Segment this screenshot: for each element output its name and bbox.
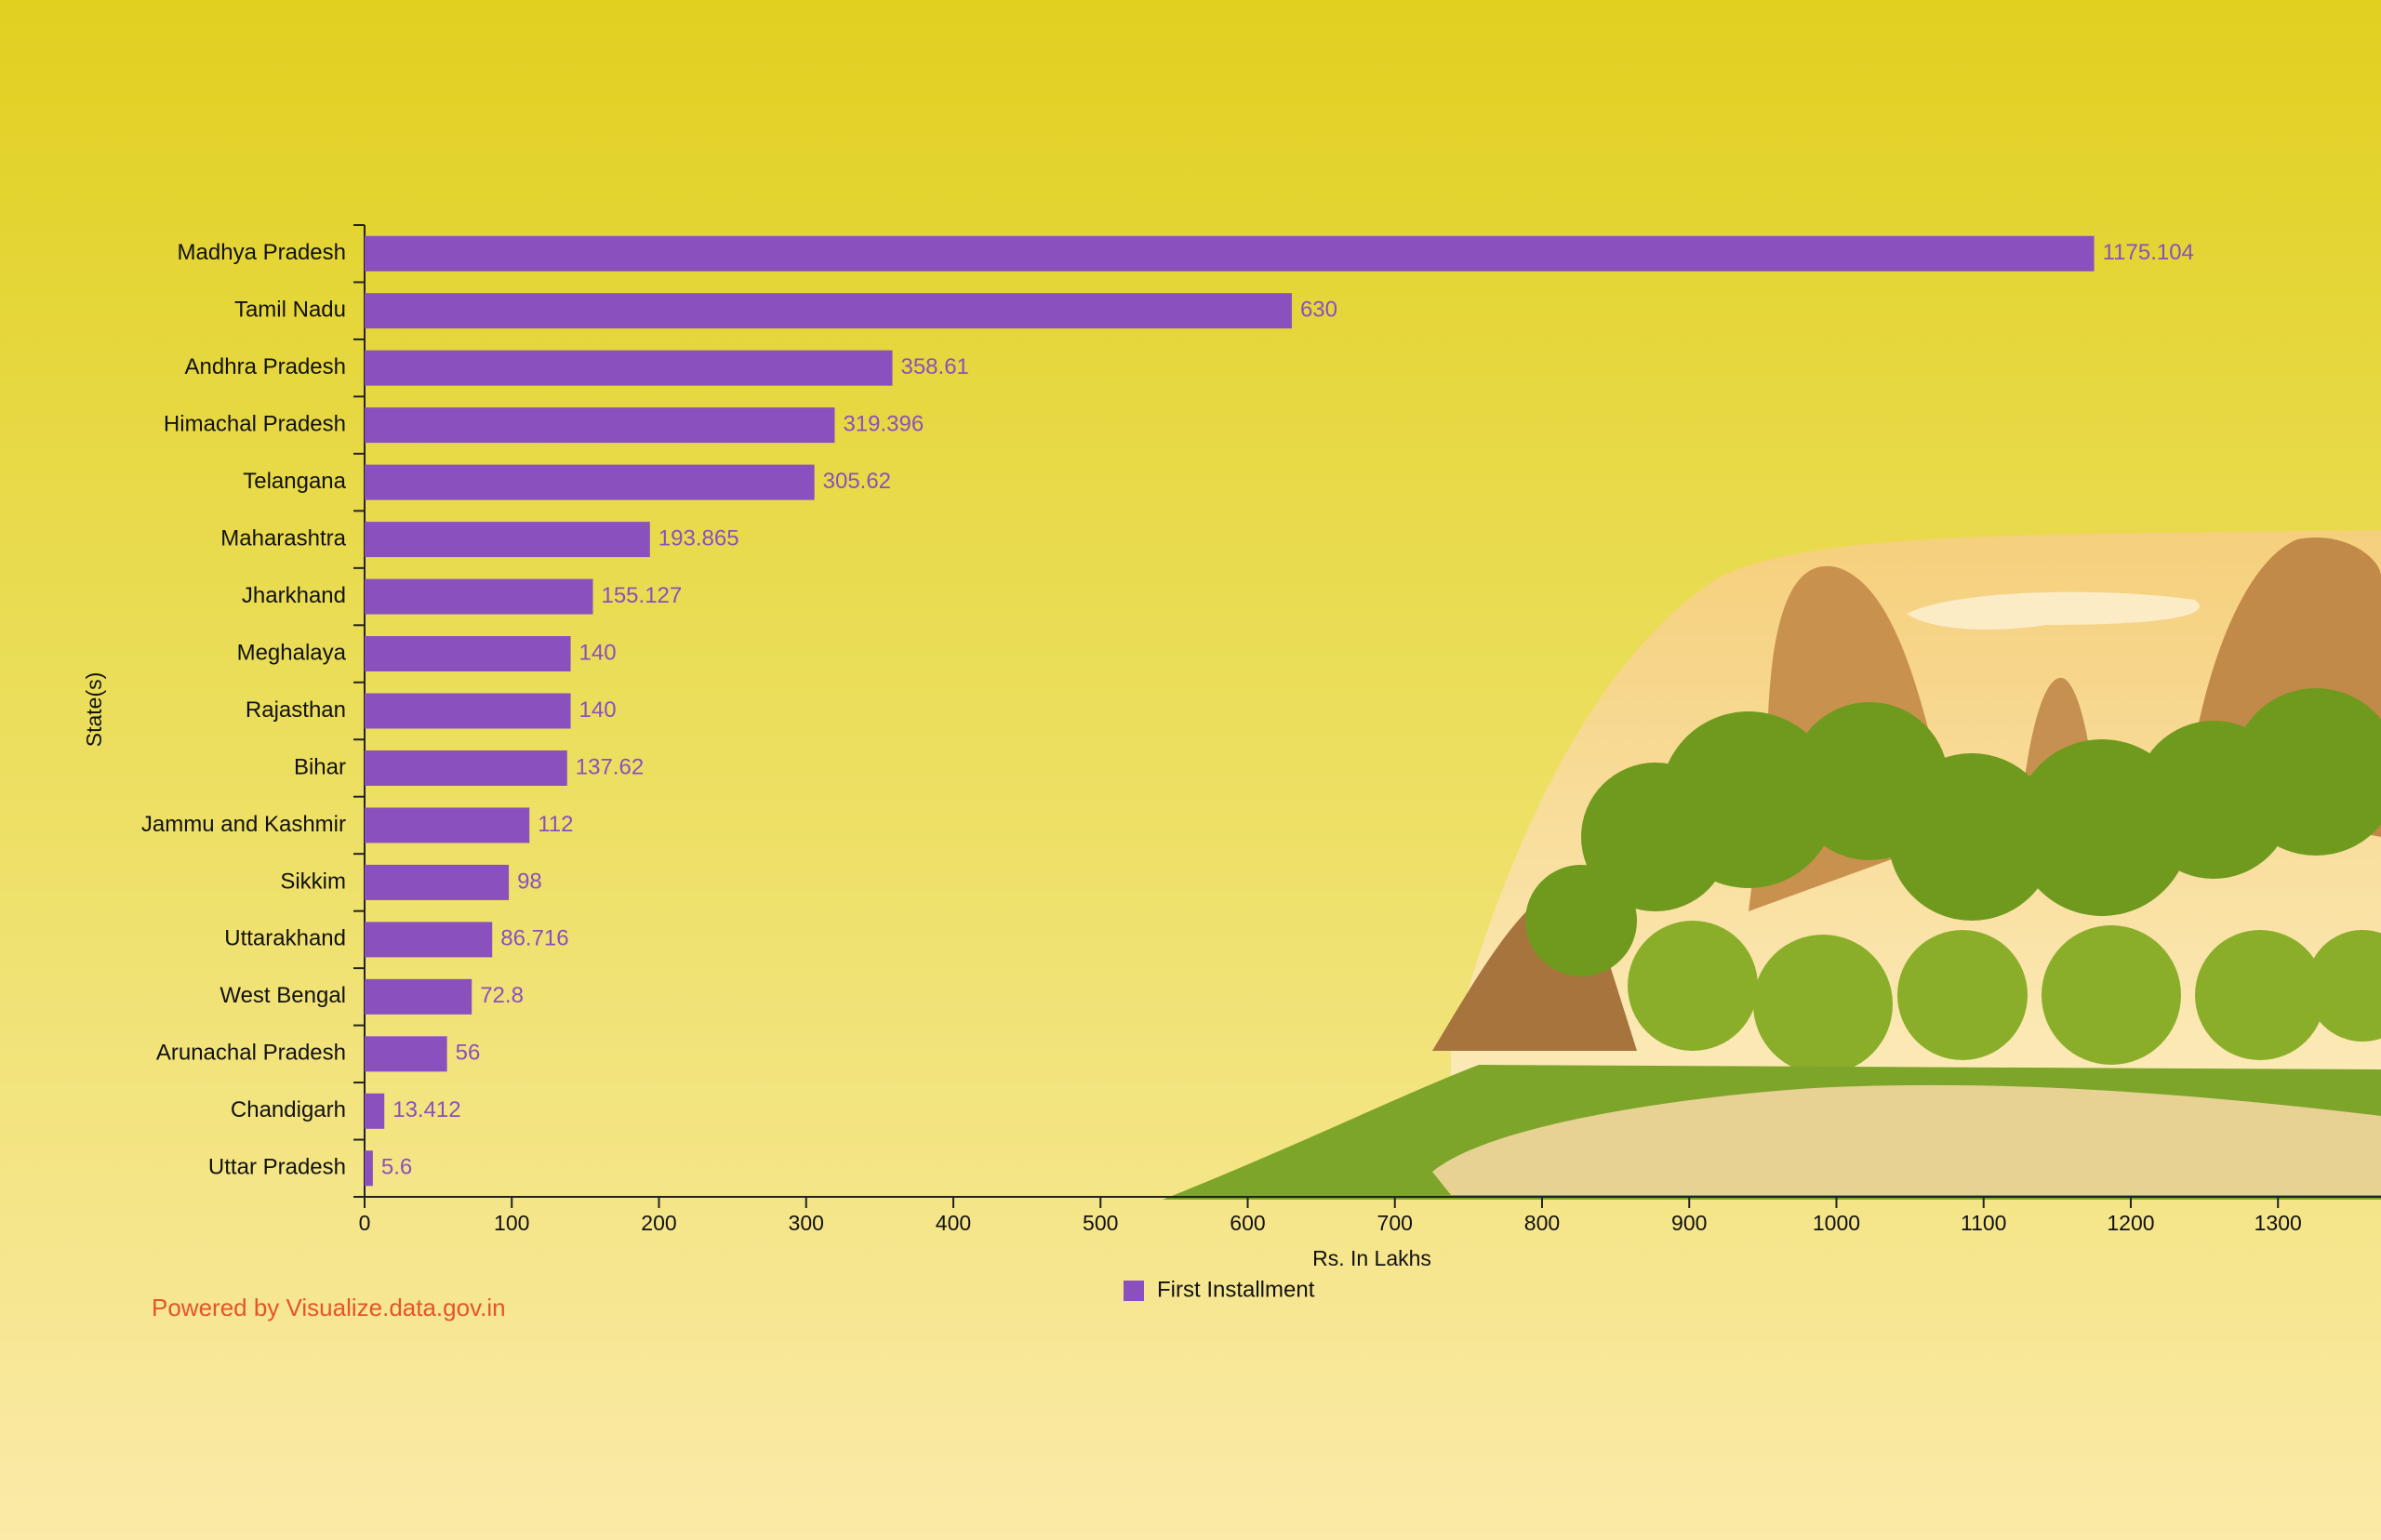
value-label: 630	[1300, 298, 1337, 323]
x-tick-label: 800	[1524, 1211, 1560, 1235]
y-tick-label: Arunachal Pradesh	[156, 1041, 346, 1066]
y-tick-label: Bihar	[294, 754, 346, 779]
plot: 0 100 200 300 400 500 600 700 800 900 1000 1100 1200…	[82, 224, 2381, 1321]
trees	[1525, 688, 2381, 1074]
x-tick-label: 900	[1671, 1211, 1707, 1235]
y-tick-label: Maharashtra	[220, 525, 346, 551]
y-tick-label: Meghalaya	[237, 640, 347, 665]
value-label: 5.6	[381, 1155, 412, 1180]
bar	[365, 636, 571, 672]
bar	[365, 978, 472, 1015]
bar	[365, 235, 2095, 272]
value-label: 86.716	[500, 926, 568, 951]
value-label: 305.62	[823, 469, 891, 494]
y-tick-label: Sikkim	[280, 869, 346, 894]
x-tick-label: 1200	[2107, 1211, 2154, 1235]
bar	[365, 1150, 373, 1187]
x-tick-label: 400	[936, 1211, 971, 1235]
bar	[365, 807, 530, 843]
bar	[365, 350, 893, 386]
y-tick-label: West Bengal	[219, 983, 346, 1008]
y-tick-label: Himachal Pradesh	[164, 411, 346, 436]
x-tick-label: 200	[641, 1211, 676, 1235]
legend-label[interactable]: First Installment	[1157, 1277, 1315, 1302]
x-tick-label: 300	[789, 1211, 824, 1235]
bar	[365, 922, 493, 958]
y-tick-label: Uttarakhand	[224, 926, 346, 951]
y-axis-title: State(s)	[82, 672, 106, 748]
y-tick-label: Telangana	[243, 469, 346, 494]
value-label: 13.412	[392, 1097, 460, 1122]
y-tick-label: Rajasthan	[246, 697, 346, 723]
x-tick-label: 100	[494, 1211, 529, 1235]
credit: Powered by Visualize.data.gov.in	[152, 1294, 506, 1321]
path	[1432, 1084, 2381, 1195]
x-tick-label: 1300	[2255, 1211, 2302, 1235]
bar	[365, 407, 835, 444]
value-label: 140	[579, 640, 617, 665]
bar	[365, 464, 815, 500]
y-tick-label: Madhya Pradesh	[178, 240, 346, 265]
x-tick-label: 500	[1083, 1211, 1118, 1235]
value-label: 319.396	[843, 411, 924, 436]
bar	[365, 522, 650, 558]
legend-swatch	[1124, 1281, 1144, 1301]
bar	[365, 578, 593, 615]
y-tick-label: Uttar Pradesh	[208, 1155, 346, 1180]
bar	[365, 693, 571, 729]
value-label: 155.127	[601, 583, 682, 608]
x-tick-label: 700	[1377, 1211, 1413, 1235]
bar	[365, 864, 510, 900]
value-label: 112	[538, 812, 573, 837]
bar	[365, 1036, 447, 1072]
y-tick-label: Andhra Pradesh	[185, 354, 346, 379]
x-tick-label: 1100	[1961, 1211, 2006, 1235]
x-tick-label: 600	[1230, 1211, 1265, 1235]
value-label: 56	[456, 1041, 481, 1066]
value-label: 193.865	[658, 525, 739, 551]
landscape-illustration	[1163, 530, 2381, 1200]
value-label: 72.8	[480, 983, 524, 1008]
value-label: 137.62	[576, 754, 644, 779]
cloud	[1907, 591, 2200, 630]
y-tick-label: Jammu and Kashmir	[141, 812, 346, 837]
x-tick-label: 0	[359, 1211, 371, 1235]
y-tick-label: Tamil Nadu	[234, 298, 346, 323]
y-tick-label: Jharkhand	[242, 583, 346, 608]
y-tick-label: Chandigarh	[231, 1097, 346, 1122]
bar	[365, 293, 1292, 329]
bar	[365, 1093, 385, 1129]
value-label: 358.61	[900, 354, 968, 379]
value-label: 1175.104	[2103, 240, 2194, 265]
value-label: 140	[579, 697, 617, 723]
bar	[365, 750, 567, 786]
x-tick-label: 1000	[1813, 1211, 1860, 1235]
value-label: 98	[517, 869, 542, 894]
x-axis-title: Rs. In Lakhs	[1312, 1246, 1431, 1270]
